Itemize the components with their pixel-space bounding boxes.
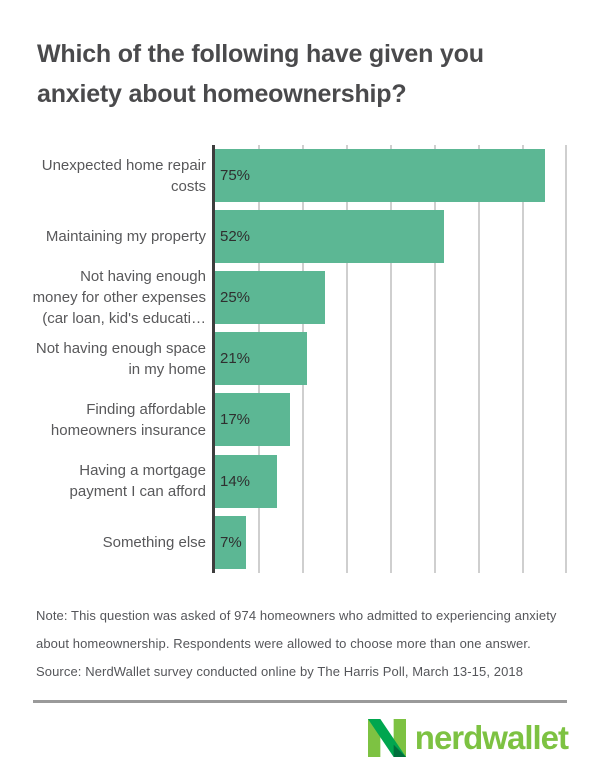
category-label: Having a mortgage payment I can afford <box>69 462 206 501</box>
gridline-80pct <box>565 145 567 573</box>
category-label: Finding affordable homeowners insurance <box>50 400 206 439</box>
bar <box>215 332 308 386</box>
bar-row-other-expenses: Not having enough money for other expens… <box>0 267 600 328</box>
value-label: 75% <box>220 167 251 185</box>
source-text: Source: NerdWallet survey conducted onli… <box>36 664 524 679</box>
chart-title: Which of the following have given you an… <box>37 40 484 108</box>
bar-track: 21% <box>215 332 600 386</box>
gridline-70pct <box>522 145 524 573</box>
bar-track: 52% <box>215 210 600 264</box>
bar-track: 7% <box>215 515 600 569</box>
bar-row-maintaining-property: Maintaining my property 52% <box>0 206 600 267</box>
bar-row-repair-costs: Unexpected home repair costs 75% <box>0 145 600 206</box>
bar-row-affordable-insurance: Finding affordable homeowners insurance … <box>0 389 600 450</box>
bar <box>215 515 246 569</box>
nerdwallet-n-icon <box>367 719 406 757</box>
bar-track: 14% <box>215 454 600 508</box>
gridline-40pct <box>390 145 392 573</box>
note-text: Note: This question was asked of 974 hom… <box>36 608 557 651</box>
bar <box>215 393 290 447</box>
bar <box>215 210 444 264</box>
bar-chart: Unexpected home repair costs 75% Maintai… <box>0 145 600 573</box>
bar-row-something-else: Something else 7% <box>0 512 600 573</box>
nerdwallet-wordmark: nerdwallet <box>414 719 569 756</box>
category-label: Something else <box>102 533 206 551</box>
footer-divider <box>33 700 567 703</box>
category-label: Unexpected home repair costs <box>41 156 206 195</box>
category-label: Maintaining my property <box>45 228 206 246</box>
bar-row-not-enough-space: Not having enough space in my home 21% <box>0 328 600 389</box>
nerdwallet-logo: nerdwallet <box>367 718 569 758</box>
gridline-50pct <box>434 145 436 573</box>
value-label: 7% <box>220 533 242 551</box>
gridline-30pct <box>346 145 348 573</box>
bar <box>215 454 277 508</box>
value-label: 17% <box>220 411 251 429</box>
gridline-60pct <box>478 145 480 573</box>
bar <box>215 149 545 203</box>
bar-track: 25% <box>215 271 600 325</box>
value-label: 14% <box>220 472 251 490</box>
y-axis-line <box>212 145 215 573</box>
value-label: 21% <box>220 350 251 368</box>
bar-track: 75% <box>215 149 600 203</box>
value-label: 52% <box>220 228 251 246</box>
category-label: Not having enough space in my home <box>35 339 206 378</box>
bar-track: 17% <box>215 393 600 447</box>
bar-row-mortgage-payment: Having a mortgage payment I can afford 1… <box>0 450 600 511</box>
category-label: Not having enough money for other expens… <box>32 268 206 328</box>
bar-rows: Unexpected home repair costs 75% Maintai… <box>0 145 600 573</box>
bar <box>215 271 325 325</box>
value-label: 25% <box>220 289 251 307</box>
